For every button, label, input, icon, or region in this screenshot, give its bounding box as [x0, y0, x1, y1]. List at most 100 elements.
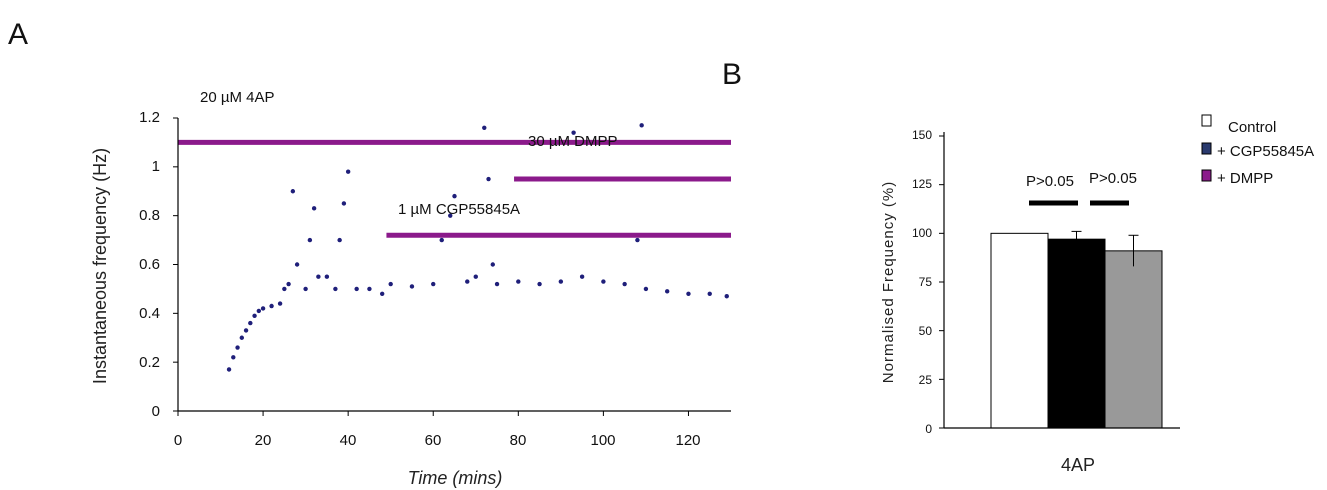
data-point [239, 335, 245, 340]
data-point [639, 123, 644, 128]
data-point [490, 262, 495, 267]
data-point [303, 286, 308, 292]
data-point [345, 169, 351, 174]
data-point [579, 274, 585, 279]
data-point [622, 281, 627, 287]
bar [1104, 250, 1163, 429]
legend-label-cgp55845a: + CGP55845A [1217, 143, 1314, 160]
data-point [226, 367, 232, 372]
data-point [243, 328, 249, 333]
data-point [448, 213, 453, 218]
b-y-tick-label: 75 [919, 275, 933, 289]
a-y-tick-label: 0.6 [139, 256, 160, 273]
data-point [311, 206, 317, 211]
data-point [664, 289, 670, 294]
legend-label-control: Control [1228, 119, 1276, 136]
b-y-axis-label: Normalised Frequency (%) [880, 181, 897, 383]
scatter-chart: 0 20 40 60 80 100 120 0 0.2 0.4 0.6 0.8 … [90, 89, 731, 488]
annotation-4ap: 20 µM 4AP [200, 89, 275, 106]
b-tick-marks [939, 135, 944, 429]
b-x-axis-label: 4AP [1061, 455, 1095, 475]
a-y-tick-label: 1 [152, 158, 160, 175]
a-y-tick-label: 0.2 [139, 354, 160, 371]
data-point [286, 281, 291, 287]
a-y-tick-label: 0 [152, 403, 160, 420]
data-point [724, 294, 729, 299]
data-point [473, 274, 478, 279]
data-point [269, 303, 274, 309]
a-tick-marks [173, 117, 689, 416]
legend: Control + CGP55845A + DMPP [1201, 114, 1314, 187]
data-point [256, 308, 262, 314]
bar [1047, 238, 1106, 429]
a-x-tick-label: 40 [340, 432, 357, 449]
a-y-tick-label: 1.2 [139, 109, 160, 126]
data-point [248, 320, 253, 326]
a-y-tick-label: 0.8 [139, 207, 160, 224]
a-x-tick-label: 60 [425, 432, 442, 449]
a-data-points [226, 123, 729, 372]
data-point [452, 193, 457, 199]
a-drug-application-bars [178, 139, 731, 238]
data-point [294, 262, 300, 267]
data-point [707, 291, 712, 296]
data-point [465, 279, 470, 284]
annotation-dmpp: 30 µM DMPP [528, 133, 618, 150]
bar [990, 232, 1049, 429]
data-point [316, 274, 321, 279]
data-point [333, 286, 338, 292]
a-x-axis-label: Time (mins) [408, 468, 503, 488]
panel-label-a: A [8, 18, 28, 51]
data-point [282, 286, 287, 292]
b-y-tick-label: 0 [925, 422, 932, 436]
data-point [290, 189, 296, 194]
legend-swatch-cgp55845a [1201, 142, 1212, 155]
data-point [431, 281, 436, 287]
panel-label-b: B [722, 58, 742, 91]
data-point [482, 125, 487, 130]
data-point [252, 313, 257, 318]
data-point [260, 306, 266, 311]
data-point [277, 301, 283, 306]
bar-chart: 0 25 50 75 100 125 150 P>0.05 P>0.05 4AP… [880, 128, 1180, 475]
annotation-cgp: 1 µM CGP55845A [398, 201, 520, 218]
a-x-tick-label: 80 [510, 432, 527, 449]
data-point [516, 279, 521, 284]
data-point [354, 286, 359, 292]
data-point [558, 279, 564, 284]
data-point [337, 237, 342, 243]
b-y-tick-label: 50 [919, 324, 933, 338]
a-y-tick-label: 0.4 [139, 305, 160, 322]
legend-label-dmpp: + DMPP [1217, 170, 1273, 187]
data-point [307, 237, 313, 243]
b-bars [990, 200, 1163, 429]
data-point [601, 279, 606, 284]
a-x-tick-label: 100 [590, 432, 615, 449]
data-point [537, 281, 542, 287]
a-x-tick-label: 20 [255, 432, 272, 449]
data-point [635, 237, 640, 243]
a-x-tick-label: 0 [174, 432, 182, 449]
data-point [341, 201, 347, 206]
a-y-axis-label: Instantaneous frequency (Hz) [90, 148, 110, 384]
data-point [571, 130, 576, 135]
data-point [494, 281, 500, 287]
significance-label: P>0.05 [1089, 170, 1137, 187]
data-point [643, 286, 649, 292]
data-point [486, 176, 491, 182]
b-y-tick-label: 125 [912, 177, 932, 191]
data-point [409, 284, 415, 289]
legend-swatch-dmpp [1201, 169, 1212, 182]
legend-swatch-control [1201, 114, 1212, 127]
data-point [379, 291, 385, 296]
a-x-tick-label: 120 [675, 432, 700, 449]
b-y-tick-label: 100 [912, 226, 932, 240]
significance-label: P>0.05 [1026, 173, 1074, 190]
data-point [235, 345, 240, 350]
b-y-tick-label: 25 [919, 373, 933, 387]
data-point [388, 281, 393, 287]
data-point [324, 274, 330, 279]
data-point [367, 286, 372, 292]
data-point [686, 291, 691, 296]
